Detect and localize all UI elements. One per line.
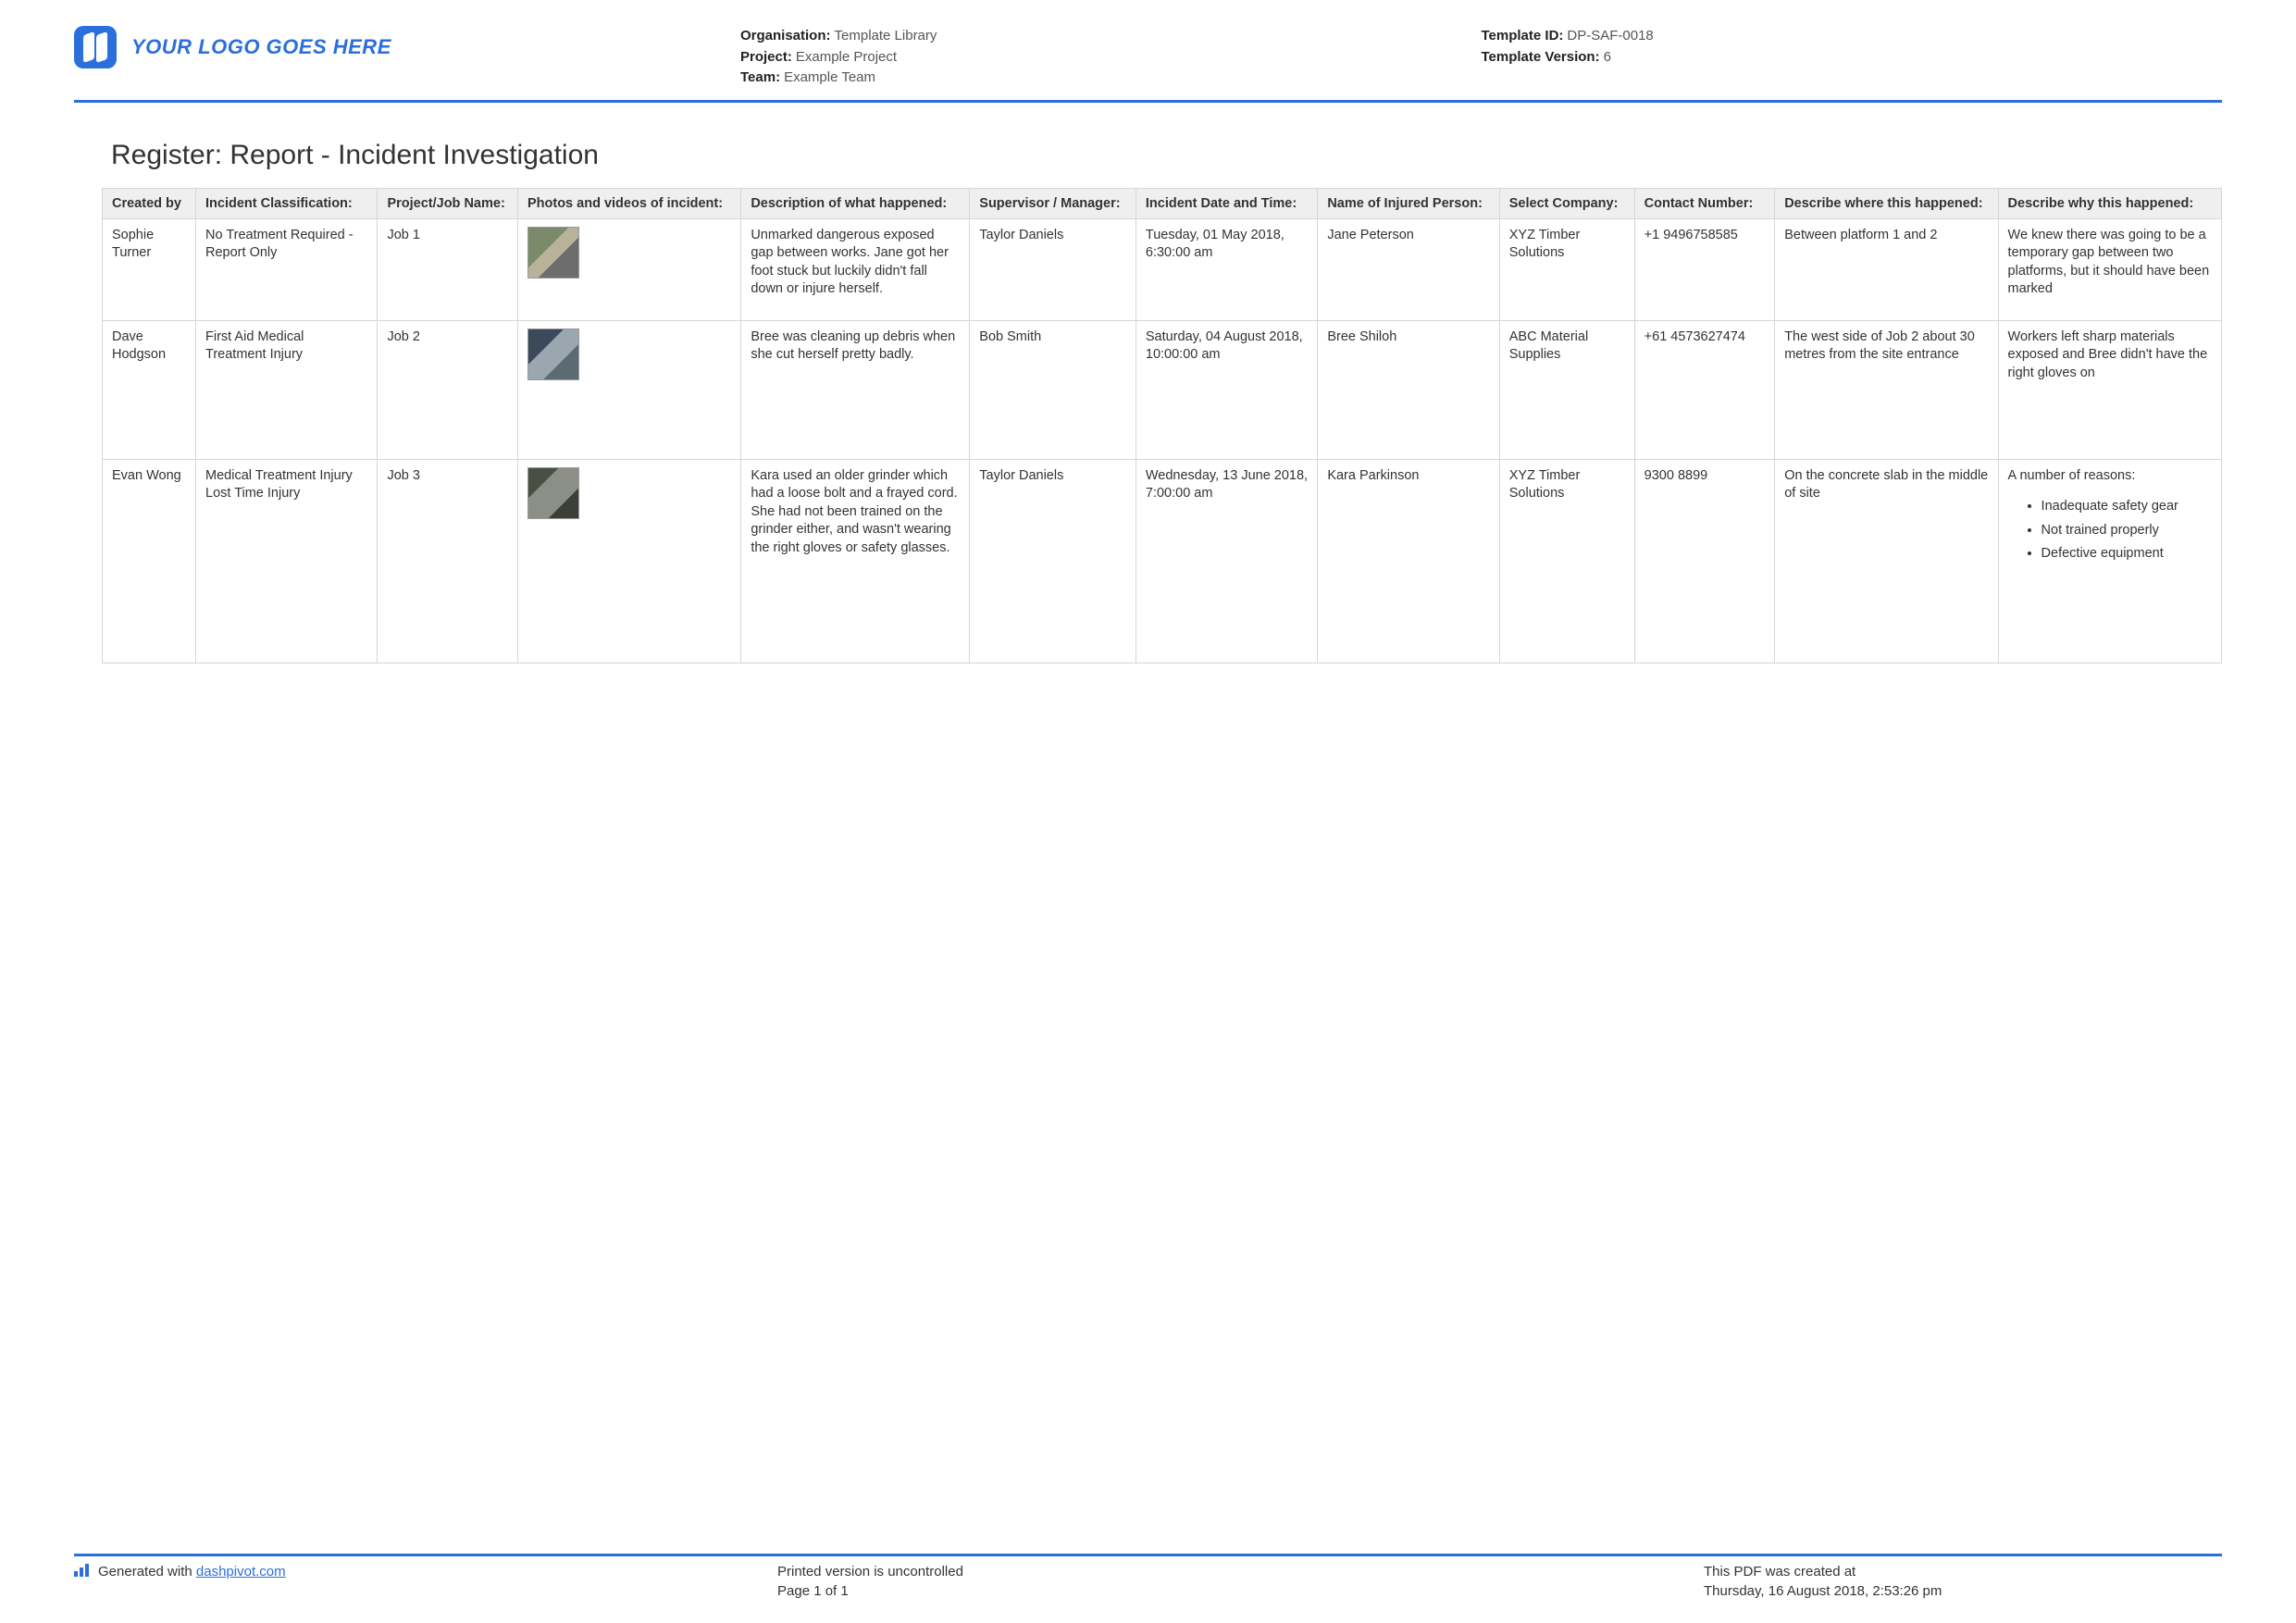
cell-photo	[517, 218, 740, 320]
cell-why: Workers left sharp materials exposed and…	[1998, 320, 2221, 459]
cell-why: We knew there was going to be a temporar…	[1998, 218, 2221, 320]
template-id-value: DP-SAF-0018	[1567, 28, 1653, 43]
logo-text: YOUR LOGO GOES HERE	[131, 35, 391, 59]
organisation-value: Template Library	[835, 28, 937, 43]
footer-link[interactable]: dashpivot.com	[196, 1564, 286, 1580]
cell-supervisor: Taylor Daniels	[970, 218, 1136, 320]
cell-description: Unmarked dangerous exposed gap between w…	[741, 218, 970, 320]
cell-job: Job 3	[378, 459, 518, 663]
cell-where: On the concrete slab in the middle of si…	[1775, 459, 1998, 663]
template-version-value: 6	[1604, 49, 1611, 65]
bars-icon	[74, 1564, 91, 1577]
organisation-label: Organisation:	[740, 28, 831, 43]
photo-thumbnail[interactable]	[527, 328, 579, 380]
footer-left: Generated with dashpivot.com	[74, 1562, 777, 1601]
cell-description: Kara used an older grinder which had a l…	[741, 459, 970, 663]
cell-description: Bree was cleaning up debris when she cut…	[741, 320, 970, 459]
cell-datetime: Tuesday, 01 May 2018, 6:30:00 am	[1136, 218, 1317, 320]
team-label: Team:	[740, 69, 780, 85]
cell-contact: 9300 8899	[1634, 459, 1775, 663]
column-header: Describe why this happened:	[1998, 188, 2221, 218]
register-header-row: Created byIncident Classification:Projec…	[103, 188, 2222, 218]
column-header: Description of what happened:	[741, 188, 970, 218]
cell-company: ABC Material Supplies	[1499, 320, 1634, 459]
footer-right-line2: Thursday, 16 August 2018, 2:53:26 pm	[1704, 1581, 2222, 1601]
cell-why: A number of reasons: Inadequate safety ge…	[1998, 459, 2221, 663]
cell-classification: First Aid Medical Treatment Injury	[196, 320, 378, 459]
template-version-label: Template Version:	[1482, 49, 1600, 65]
cell-classification: Medical Treatment Injury Lost Time Injur…	[196, 459, 378, 663]
cell-created-by: Dave Hodgson	[103, 320, 196, 459]
logo-icon	[74, 26, 117, 68]
cell-photo	[517, 459, 740, 663]
table-row: Evan WongMedical Treatment Injury Lost T…	[103, 459, 2222, 663]
footer-right: This PDF was created at Thursday, 16 Aug…	[1704, 1562, 2222, 1601]
template-id-label: Template ID:	[1482, 28, 1564, 43]
project-label: Project:	[740, 49, 792, 65]
register-thead: Created byIncident Classification:Projec…	[103, 188, 2222, 218]
page-title: Register: Report - Incident Investigatio…	[111, 140, 2222, 171]
cell-injured: Bree Shiloh	[1318, 320, 1499, 459]
cell-injured: Jane Peterson	[1318, 218, 1499, 320]
cell-injured: Kara Parkinson	[1318, 459, 1499, 663]
footer-mid-line2: Page 1 of 1	[777, 1581, 1704, 1601]
footer-mid: Printed version is uncontrolled Page 1 o…	[777, 1562, 1704, 1601]
cell-photo	[517, 320, 740, 459]
logo-block: YOUR LOGO GOES HERE	[74, 26, 740, 68]
list-item: Not trained properly	[2042, 522, 2212, 540]
cell-contact: +61 4573627474	[1634, 320, 1775, 459]
cell-job: Job 1	[378, 218, 518, 320]
cell-company: XYZ Timber Solutions	[1499, 459, 1634, 663]
cell-datetime: Wednesday, 13 June 2018, 7:00:00 am	[1136, 459, 1317, 663]
cell-created-by: Sophie Turner	[103, 218, 196, 320]
list-item: Inadequate safety gear	[2042, 498, 2212, 516]
column-header: Name of Injured Person:	[1318, 188, 1499, 218]
cell-datetime: Saturday, 04 August 2018, 10:00:00 am	[1136, 320, 1317, 459]
cell-supervisor: Bob Smith	[970, 320, 1136, 459]
cell-contact: +1 9496758585	[1634, 218, 1775, 320]
column-header: Supervisor / Manager:	[970, 188, 1136, 218]
photo-thumbnail[interactable]	[527, 227, 579, 279]
table-row: Sophie TurnerNo Treatment Required - Rep…	[103, 218, 2222, 320]
column-header: Incident Date and Time:	[1136, 188, 1317, 218]
project-value: Example Project	[796, 49, 897, 65]
page: YOUR LOGO GOES HERE Organisation: Templat…	[0, 0, 2296, 1623]
photo-thumbnail[interactable]	[527, 467, 579, 519]
cell-where: Between platform 1 and 2	[1775, 218, 1998, 320]
cell-job: Job 2	[378, 320, 518, 459]
cell-why-text: Workers left sharp materials exposed and…	[2008, 328, 2212, 383]
column-header: Project/Job Name:	[378, 188, 518, 218]
page-header: YOUR LOGO GOES HERE Organisation: Templat…	[74, 26, 2222, 103]
footer-generated-prefix: Generated with	[98, 1564, 196, 1580]
column-header: Incident Classification:	[196, 188, 378, 218]
cell-company: XYZ Timber Solutions	[1499, 218, 1634, 320]
table-row: Dave HodgsonFirst Aid Medical Treatment …	[103, 320, 2222, 459]
team-value: Example Team	[784, 69, 875, 85]
header-meta-right: Template ID:DP-SAF-0018 Template Version…	[1482, 26, 2223, 68]
register-table: Created byIncident Classification:Projec…	[102, 188, 2222, 663]
cell-supervisor: Taylor Daniels	[970, 459, 1136, 663]
cell-why-text: We knew there was going to be a temporar…	[2008, 227, 2212, 299]
cell-why-list: Inadequate safety gear Not trained proper…	[2025, 498, 2212, 564]
column-header: Select Company:	[1499, 188, 1634, 218]
cell-created-by: Evan Wong	[103, 459, 196, 663]
register-tbody: Sophie TurnerNo Treatment Required - Rep…	[103, 218, 2222, 663]
footer-right-line1: This PDF was created at	[1704, 1562, 2222, 1581]
column-header: Describe where this happened:	[1775, 188, 1998, 218]
cell-classification: No Treatment Required - Report Only	[196, 218, 378, 320]
column-header: Contact Number:	[1634, 188, 1775, 218]
list-item: Defective equipment	[2042, 545, 2212, 564]
cell-why-text: A number of reasons:	[2008, 467, 2212, 486]
cell-where: The west side of Job 2 about 30 metres f…	[1775, 320, 1998, 459]
footer-mid-line1: Printed version is uncontrolled	[777, 1562, 1704, 1581]
column-header: Created by	[103, 188, 196, 218]
column-header: Photos and videos of incident:	[517, 188, 740, 218]
header-meta-center: Organisation:Template Library Project:Ex…	[740, 26, 1482, 89]
page-footer: Generated with dashpivot.com Printed ver…	[74, 1554, 2222, 1601]
